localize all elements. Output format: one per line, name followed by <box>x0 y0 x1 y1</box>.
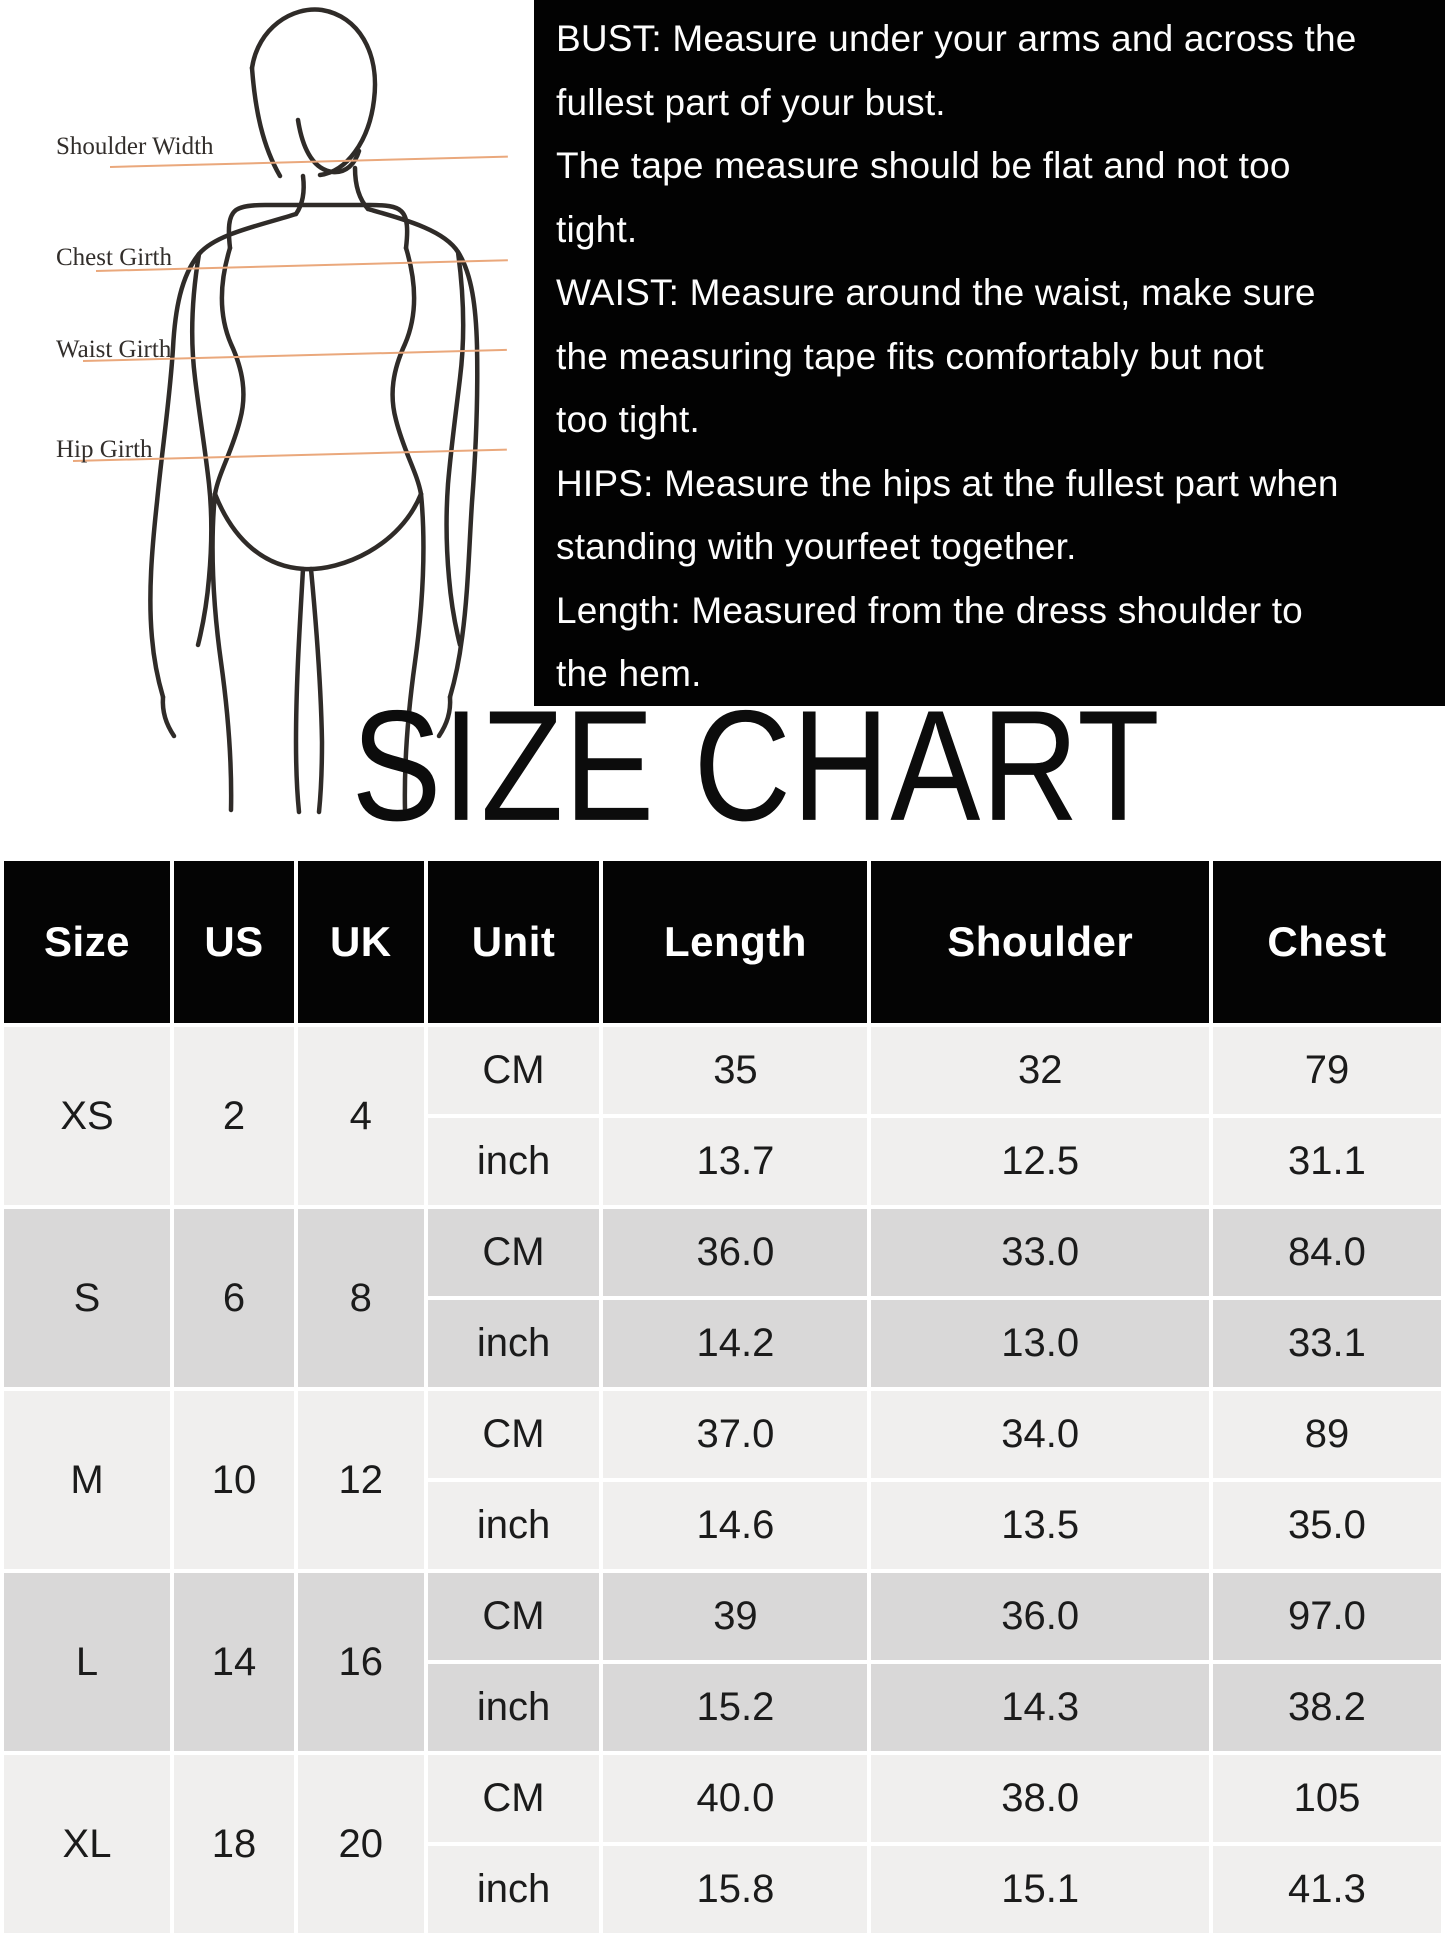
length-cell: 15.8 <box>599 1842 872 1937</box>
instruction-line: fullest part of your bust. <box>556 81 946 123</box>
figure-label-chest-girth: Chest Girth <box>56 244 172 271</box>
uk-cell: 8 <box>293 1205 428 1391</box>
shoulder-cell: 32 <box>867 1023 1213 1118</box>
figure-label-hip-girth: Hip Girth <box>56 436 153 463</box>
size-cell: S <box>0 1205 175 1391</box>
chest-cell: 79 <box>1208 1023 1445 1118</box>
length-cell: 14.2 <box>599 1296 872 1391</box>
us-cell: 14 <box>170 1569 298 1755</box>
table-row-xl-cm: XL 18 20 CM 40.0 38.0 105 <box>0 1751 1445 1937</box>
table-row-m-inch: inch 14.6 13.5 35.0 <box>2 1478 1445 1573</box>
uk-cell: 12 <box>293 1387 428 1573</box>
figure-label-waist-girth: Waist Girth <box>56 336 172 363</box>
table-row-l-cm: L 14 16 CM 39 36.0 97.0 <box>0 1569 1445 1755</box>
instruction-line: standing with yourfeet together. <box>556 526 1077 567</box>
length-cell: 13.7 <box>599 1114 872 1209</box>
figure-legs <box>210 491 426 815</box>
page-title: SIZE CHART <box>351 677 1161 854</box>
chest-cell: 84.0 <box>1208 1205 1445 1300</box>
chest-cell: 41.3 <box>1208 1842 1445 1937</box>
shoulder-cell: 38.0 <box>867 1751 1213 1846</box>
figure-head-neck <box>293 117 371 217</box>
instruction-line: the measuring tape fits comfortably but … <box>556 335 1264 377</box>
unit-cell: inch <box>423 1114 604 1209</box>
size-cell: XS <box>0 1023 175 1209</box>
chest-cell: 38.2 <box>1208 1660 1445 1755</box>
col-header-unit: Unit <box>423 857 604 1027</box>
figure-hair <box>249 7 378 179</box>
table-row-xs-cm: XS 2 4 CM 35 32 79 <box>0 1023 1445 1209</box>
unit-cell: inch <box>423 1660 604 1755</box>
instruction-line: Length: Measured from the dress shoulder… <box>556 589 1303 631</box>
size-cell: XL <box>0 1751 175 1937</box>
shoulder-cell: 36.0 <box>867 1569 1213 1664</box>
us-cell: 18 <box>170 1751 298 1937</box>
unit-cell: CM <box>423 1205 604 1300</box>
figure-label-shoulder-width: Shoulder Width <box>56 133 214 160</box>
shoulder-cell: 12.5 <box>867 1114 1213 1209</box>
col-header-uk: UK <box>293 857 428 1027</box>
col-header-shoulder: Shoulder <box>867 857 1213 1027</box>
table-header-row: Size US UK Unit Length Shoulder Chest <box>0 857 1445 1027</box>
top-section: Shoulder Width Chest Girth Waist Girth H… <box>0 0 1445 857</box>
uk-cell: 20 <box>293 1751 428 1937</box>
length-cell: 40.0 <box>599 1751 872 1846</box>
figure-torso <box>212 202 424 572</box>
chest-cell: 35.0 <box>1208 1478 1445 1573</box>
col-header-length: Length <box>599 857 872 1027</box>
uk-cell: 4 <box>293 1023 428 1209</box>
measuring-instructions-box: BUST: Measure under your arms and across… <box>534 0 1445 706</box>
col-header-us: US <box>170 857 298 1027</box>
shoulder-cell: 13.5 <box>867 1478 1213 1573</box>
table-row-m-cm: M 10 12 CM 37.0 34.0 89 <box>0 1387 1445 1573</box>
unit-cell: inch <box>423 1478 604 1573</box>
instruction-line: HIPS: Measure the hips at the fullest pa… <box>556 462 1339 504</box>
instruction-line: tight. <box>556 208 638 250</box>
col-header-chest: Chest <box>1208 857 1445 1027</box>
size-cell: L <box>0 1569 175 1755</box>
instruction-line: the hem. <box>556 653 702 694</box>
chest-cell: 105 <box>1208 1751 1445 1846</box>
size-chart-table: Size US UK Unit Length Shoulder Chest XS… <box>0 857 1445 1937</box>
chest-cell: 31.1 <box>1208 1114 1445 1209</box>
shoulder-cell: 14.3 <box>867 1660 1213 1755</box>
measurement-figure-panel: Shoulder Width Chest Girth Waist Girth H… <box>0 0 534 857</box>
instruction-line: The tape measure should be flat and not … <box>556 145 1291 186</box>
figure-arms <box>148 206 480 739</box>
shoulder-cell: 13.0 <box>867 1296 1213 1391</box>
length-cell: 35 <box>599 1023 872 1118</box>
length-cell: 36.0 <box>599 1205 872 1300</box>
unit-cell: inch <box>423 1842 604 1937</box>
table-row-l-inch: inch 15.2 14.3 38.2 <box>2 1660 1445 1755</box>
length-cell: 15.2 <box>599 1660 872 1755</box>
unit-cell: inch <box>423 1296 604 1391</box>
unit-cell: CM <box>423 1387 604 1482</box>
shoulder-cell: 33.0 <box>867 1205 1213 1300</box>
table-row-s-cm: S 6 8 CM 36.0 33.0 84.0 <box>0 1205 1445 1391</box>
table-row-xs-inch: inch 13.7 12.5 31.1 <box>2 1114 1445 1209</box>
shoulder-cell: 34.0 <box>867 1387 1213 1482</box>
uk-cell: 16 <box>293 1569 428 1755</box>
size-table-section: Size US UK Unit Length Shoulder Chest XS… <box>0 857 1445 1937</box>
us-cell: 6 <box>170 1205 298 1391</box>
unit-cell: CM <box>423 1023 604 1118</box>
length-cell: 39 <box>599 1569 872 1664</box>
instruction-line: too tight. <box>556 399 700 440</box>
length-cell: 14.6 <box>599 1478 872 1573</box>
us-cell: 10 <box>170 1387 298 1573</box>
chest-cell: 33.1 <box>1208 1296 1445 1391</box>
size-cell: M <box>0 1387 175 1573</box>
unit-cell: CM <box>423 1569 604 1664</box>
instruction-line: BUST: Measure under your arms and across… <box>556 18 1357 59</box>
chest-cell: 89 <box>1208 1387 1445 1482</box>
instruction-line: WAIST: Measure around the waist, make su… <box>556 272 1316 313</box>
shoulder-cell: 15.1 <box>867 1842 1213 1937</box>
chest-cell: 97.0 <box>1208 1569 1445 1664</box>
unit-cell: CM <box>423 1751 604 1846</box>
col-header-size: Size <box>0 857 175 1027</box>
us-cell: 2 <box>170 1023 298 1209</box>
table-row-s-inch: inch 14.2 13.0 33.1 <box>2 1296 1445 1391</box>
length-cell: 37.0 <box>599 1387 872 1482</box>
body-outline-illustration <box>148 7 480 815</box>
